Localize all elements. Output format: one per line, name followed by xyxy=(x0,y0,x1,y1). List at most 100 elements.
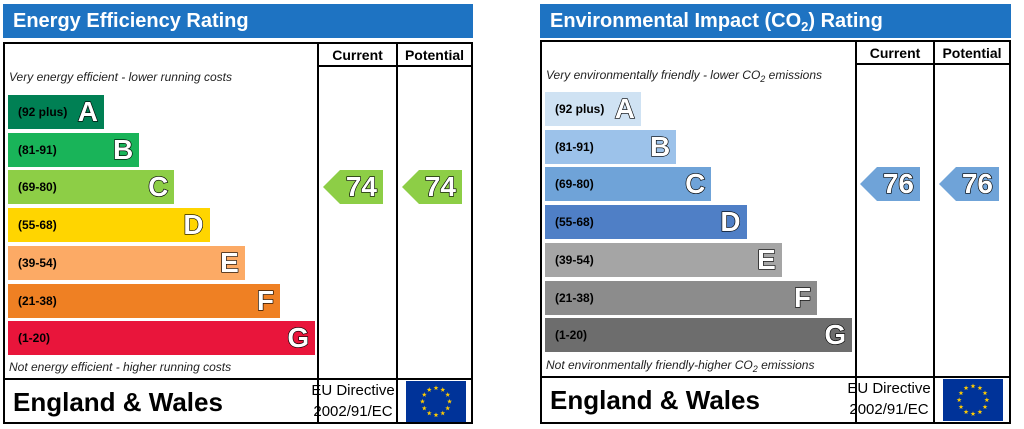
chart-title: Energy Efficiency Rating xyxy=(3,4,473,38)
top-note-suffix: emissions xyxy=(765,68,822,82)
environmental-impact-chart: Environmental Impact (CO2) Rating Curren… xyxy=(540,4,1011,428)
header-divider xyxy=(317,65,473,67)
potential-rating-arrow: 74 xyxy=(402,170,462,205)
chart-frame xyxy=(540,40,1011,424)
flag-star xyxy=(426,410,432,416)
band-range-label: (55-68) xyxy=(18,218,57,233)
bottom-note-sub: 2 xyxy=(752,364,758,374)
current-column-header: Current xyxy=(869,45,921,61)
eu-flag-icon xyxy=(406,381,466,422)
band-letter: F xyxy=(256,284,274,316)
current-column-header: Current xyxy=(332,47,383,63)
rating-band-g: (1-20) G xyxy=(545,318,853,353)
flag-star xyxy=(445,405,451,411)
band-letter: A xyxy=(614,92,636,124)
flag-star xyxy=(433,412,439,418)
band-letter: B xyxy=(649,130,671,162)
band-range-label: (92 plus) xyxy=(18,105,68,119)
band-range-label: (39-54) xyxy=(555,252,594,267)
rating-band-a: (92 plus) A xyxy=(8,95,104,129)
potential-rating-value: 76 xyxy=(961,168,993,200)
band-letter: F xyxy=(793,281,811,313)
current-rating-arrow: 76 xyxy=(860,167,920,202)
band-range-label: (81-91) xyxy=(18,142,57,157)
flag-star xyxy=(421,392,427,397)
arrow-shape xyxy=(402,170,462,205)
flag-star xyxy=(982,404,988,410)
region-label: England & Wales xyxy=(13,387,223,417)
chart-frame xyxy=(3,42,473,424)
potential-rating-arrow: 76 xyxy=(939,167,999,202)
rating-band-d: (55-68) D xyxy=(545,205,747,240)
footer-divider xyxy=(3,378,473,380)
rating-band-e: (39-54) E xyxy=(545,242,782,277)
flag-star xyxy=(984,397,990,403)
current-rating-value: 76 xyxy=(882,168,914,200)
flag-star xyxy=(433,385,439,391)
potential-column-header: Potential xyxy=(404,47,465,63)
top-note: Very environmentally friendly - lower CO… xyxy=(546,68,822,84)
band-range-label: (69-80) xyxy=(555,177,594,192)
rating-band-e: (39-54) E xyxy=(8,245,245,280)
region-label: England & Wales xyxy=(550,385,760,415)
flag-star xyxy=(956,397,962,403)
current-rating-value: 74 xyxy=(345,171,377,203)
bottom-note: Not environmentally friendly-higher CO2 … xyxy=(546,358,814,374)
band-letter: G xyxy=(287,322,310,354)
top-note: Very energy efficient - lower running co… xyxy=(9,70,232,84)
rating-band-f: (21-38) F xyxy=(545,280,817,315)
divider-current xyxy=(317,42,319,424)
chart-title-sub: 2 xyxy=(801,19,809,34)
chart-title: Environmental Impact (CO2) Rating xyxy=(540,4,1011,38)
flag-star xyxy=(440,387,446,392)
footer-divider xyxy=(540,376,1011,378)
chart-title-suffix: ) Rating xyxy=(808,10,883,32)
rating-band-b: (81-91) B xyxy=(8,132,140,167)
eu-directive: EU Directive 2002/91/EC xyxy=(305,380,401,422)
flag-star xyxy=(977,385,983,391)
divider-potential xyxy=(396,42,398,424)
flag-star xyxy=(445,392,451,397)
band-letter: C xyxy=(147,171,169,203)
flag-star xyxy=(970,383,976,389)
arrow-shape xyxy=(860,167,920,202)
flag-star xyxy=(958,390,964,396)
eu-directive: EU Directive 2002/91/EC xyxy=(841,378,937,420)
band-letter: B xyxy=(112,133,134,165)
flag-star xyxy=(970,411,976,416)
chart-title-prefix: Environmental Impact (CO xyxy=(550,10,802,32)
band-letter: E xyxy=(756,243,776,275)
chart-title-text: Energy Efficiency Rating xyxy=(13,10,249,32)
band-range-label: (1-20) xyxy=(18,331,51,346)
directive-line-2: 2002/91/EC xyxy=(313,403,393,420)
band-range-label: (21-38) xyxy=(555,290,594,305)
band-range-label: (92 plus) xyxy=(555,102,605,116)
bottom-note-prefix: Not environmentally friendly-higher CO xyxy=(546,358,753,372)
band-range-label: (55-68) xyxy=(555,215,594,230)
rating-band-c: (69-80) C xyxy=(8,170,175,205)
potential-rating-value: 74 xyxy=(424,171,456,203)
band-range-label: (81-91) xyxy=(555,139,594,154)
bottom-note: Not energy efficient - higher running co… xyxy=(9,360,232,374)
eu-flag-icon xyxy=(943,379,1003,421)
flag-star xyxy=(426,387,432,392)
bottom-note-suffix: emissions xyxy=(757,358,815,372)
current-rating-arrow: 74 xyxy=(323,170,383,205)
rating-band-f: (21-38) F xyxy=(8,283,280,318)
band-range-label: (21-38) xyxy=(18,293,57,308)
arrow-shape xyxy=(939,167,999,202)
band-letter: G xyxy=(824,319,847,351)
flag-star xyxy=(447,398,452,404)
directive-line-1: EU Directive xyxy=(847,380,931,397)
flag-star xyxy=(982,390,988,396)
band-letter: E xyxy=(219,246,239,278)
header-divider xyxy=(855,63,1011,65)
top-note-prefix: Very environmentally friendly - lower CO xyxy=(546,68,761,82)
rating-band-d: (55-68) D xyxy=(8,208,210,243)
band-letter: C xyxy=(684,168,706,200)
flag-star xyxy=(440,410,446,416)
band-letter: D xyxy=(183,208,205,241)
rating-band-a: (92 plus) A xyxy=(545,92,641,126)
flag-star xyxy=(963,385,969,391)
flag-star xyxy=(420,398,425,404)
